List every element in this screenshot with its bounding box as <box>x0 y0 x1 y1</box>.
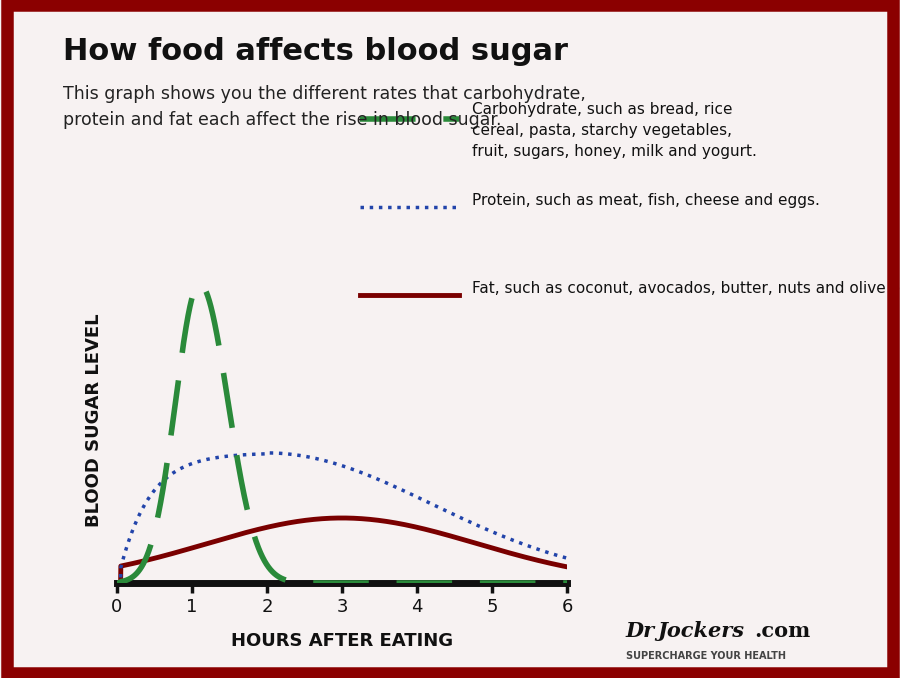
Text: Fat, such as coconut, avocados, butter, nuts and olive oil.: Fat, such as coconut, avocados, butter, … <box>472 281 900 296</box>
Text: Dr: Dr <box>626 621 654 641</box>
Text: Jockers: Jockers <box>657 621 744 641</box>
Y-axis label: BLOOD SUGAR LEVEL: BLOOD SUGAR LEVEL <box>86 314 104 527</box>
Text: Carbohydrate, such as bread, rice
cereal, pasta, starchy vegetables,
fruit, suga: Carbohydrate, such as bread, rice cereal… <box>472 102 758 159</box>
Text: SUPERCHARGE YOUR HEALTH: SUPERCHARGE YOUR HEALTH <box>626 651 786 661</box>
Text: .com: .com <box>754 621 810 641</box>
X-axis label: HOURS AFTER EATING: HOURS AFTER EATING <box>231 633 453 650</box>
Text: Protein, such as meat, fish, cheese and eggs.: Protein, such as meat, fish, cheese and … <box>472 193 821 207</box>
Text: This graph shows you the different rates that carbohydrate,
protein and fat each: This graph shows you the different rates… <box>63 85 586 129</box>
Text: How food affects blood sugar: How food affects blood sugar <box>63 37 568 66</box>
